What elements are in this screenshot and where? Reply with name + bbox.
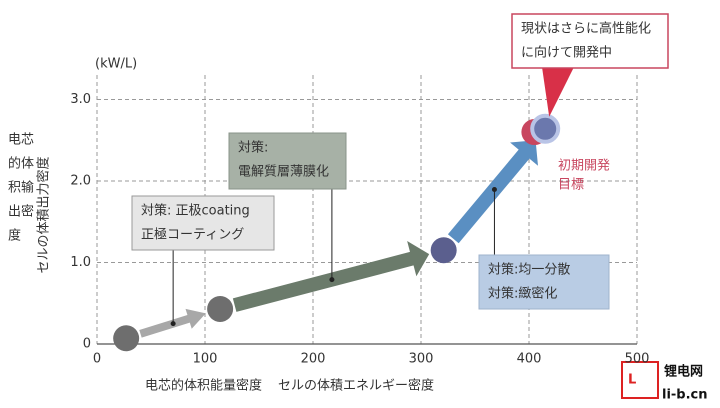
data-point (530, 113, 561, 144)
callout-text: 対策:緻密化 (488, 286, 557, 302)
callout-box (511, 13, 669, 69)
y-axis-label-zh: 出密 (8, 204, 34, 220)
target-label: 初期開発 (558, 159, 610, 174)
callout-pointer (542, 67, 574, 117)
callout-text: 対策: 正极coating (141, 203, 250, 219)
callout-text: に向けて開発中 (521, 45, 612, 61)
callout-box (478, 254, 610, 310)
target-label: 目標 (558, 178, 584, 193)
x-tick-label: 200 (301, 352, 326, 367)
y-axis-label-zh: 电芯 (8, 133, 34, 148)
leader-dot (491, 187, 497, 193)
x-tick-label: 0 (93, 352, 101, 367)
callout-text: 電解質層薄膜化 (238, 165, 329, 180)
y-axis-label-zh: 的体 (8, 156, 34, 172)
callout-text: 対策:均一分散 (488, 262, 570, 278)
y-tick-label: 2.0 (70, 173, 91, 188)
x-axis-label: セルの体積エネルギー密度 (278, 378, 434, 394)
y-axis-label-zh: 积输 (8, 180, 34, 196)
data-point (207, 295, 234, 322)
x-tick-label: 300 (409, 352, 434, 367)
y-axis-label-zh: 度 (8, 228, 21, 244)
watermark: 锂电网 (664, 364, 703, 380)
x-tick-label: 400 (517, 352, 542, 367)
unit-label: (kW/L) (95, 57, 137, 72)
leader-dot (170, 321, 176, 327)
callout-text: 正極コーティング (141, 227, 244, 243)
arrow (232, 241, 430, 312)
watermark-logo-letter: L (628, 373, 636, 388)
leader-dot (329, 277, 335, 283)
arrow (447, 140, 539, 244)
y-tick-label: 1.0 (70, 255, 91, 270)
data-point (430, 237, 457, 264)
y-tick-label: 0 (83, 337, 91, 352)
data-point (113, 325, 140, 352)
callout-box (131, 195, 275, 251)
callout-text: 現状はさらに高性能化 (521, 21, 651, 37)
x-tick-label: 100 (193, 352, 218, 367)
y-axis-label: セルの体積出力密度 (36, 156, 52, 273)
x-axis-label-zh: 电芯的体积能量密度 (145, 378, 262, 394)
x-tick-label: 500 (625, 352, 650, 367)
watermark-logo (621, 361, 659, 399)
callout-text: 対策: (238, 140, 268, 156)
callout-box (228, 132, 347, 190)
watermark: li-b.cn (662, 388, 708, 403)
y-tick-label: 3.0 (70, 92, 91, 107)
